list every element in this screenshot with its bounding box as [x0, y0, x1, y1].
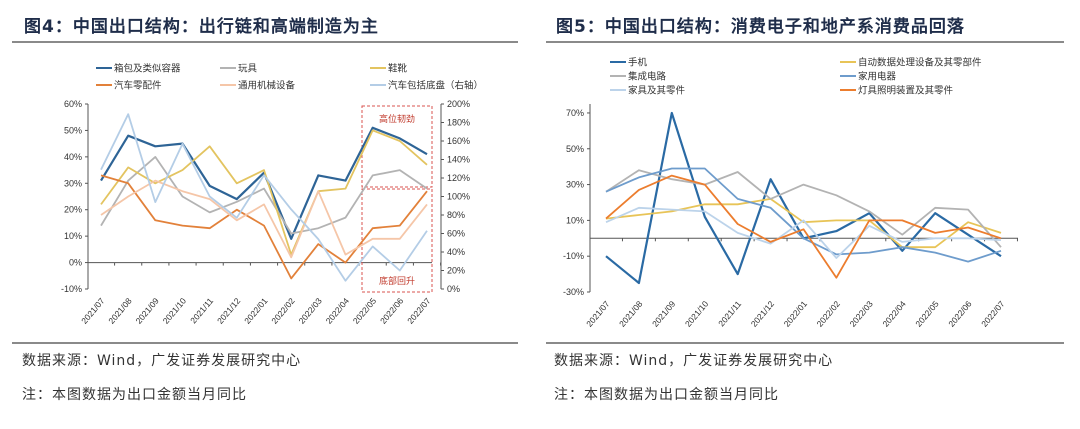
- y2-tick-label: 20%: [447, 266, 465, 276]
- y-tick-label: 70%: [566, 108, 584, 118]
- legend-label: 通用机械设备: [238, 80, 296, 92]
- y-tick-label: -10%: [61, 284, 82, 294]
- bottom-divider: [546, 342, 1064, 344]
- legend-label: 灯具照明装置及其零件: [858, 85, 954, 97]
- series-line-2: [605, 197, 1002, 249]
- legend-label: 汽车零配件: [114, 80, 162, 92]
- y2-tick-label: 40%: [447, 247, 465, 257]
- y-tick-label: 50%: [64, 125, 82, 135]
- legend-label: 汽车包括底盘（右轴）: [388, 80, 483, 92]
- x-tick-label: 2021/11: [716, 299, 743, 329]
- x-tick-label: 2021/10: [683, 299, 711, 329]
- x-tick-label: 2022/07: [405, 296, 433, 326]
- series-line-1: [605, 111, 1002, 285]
- figure-4-panel: 图4：中国出口结构：出行链和高端制造为主 数据来源：Wind，广发证券发展研究中…: [12, 17, 518, 403]
- y2-tick-label: 100%: [447, 192, 470, 202]
- series-line-3: [605, 169, 1002, 248]
- x-tick-label: 2021/10: [161, 296, 189, 326]
- y2-tick-label: 0%: [447, 284, 460, 294]
- note-text: 注：本图数据为出口金额当月同比: [554, 387, 779, 403]
- legend-label: 鞋靴: [388, 63, 408, 75]
- x-tick-label: 2021/12: [215, 296, 243, 326]
- y-tick-label: 50%: [566, 144, 584, 154]
- y-tick-label: 10%: [64, 231, 82, 241]
- legend-label: 集成电路: [628, 71, 667, 83]
- x-tick-label: 2022/03: [847, 299, 875, 329]
- x-tick-label: 2021/11: [188, 296, 215, 326]
- note-text: 注：本图数据为出口金额当月同比: [22, 387, 247, 403]
- title-divider: [12, 41, 518, 43]
- bottom-divider: [12, 342, 518, 344]
- x-tick-label: 2021/08: [106, 296, 134, 326]
- x-tick-label: 2022/04: [880, 299, 908, 329]
- x-tick-label: 2021/09: [133, 296, 161, 326]
- x-tick-label: 2022/06: [946, 299, 974, 329]
- series-line-6: [605, 174, 1002, 279]
- legend-label: 玩具: [238, 64, 258, 75]
- y-tick-label: 40%: [64, 152, 82, 162]
- y-tick-label: 20%: [64, 205, 82, 215]
- x-tick-label: 2022/02: [269, 296, 297, 326]
- series-line-3: [100, 129, 428, 256]
- annotation-label: 底部回升: [379, 275, 415, 286]
- y2-tick-label: 120%: [447, 173, 470, 183]
- source-text: 数据来源：Wind，广发证券发展研究中心: [554, 353, 834, 369]
- y2-tick-label: 140%: [447, 155, 470, 165]
- y2-tick-label: 80%: [447, 210, 465, 220]
- series-line-5: [100, 179, 428, 259]
- legend-label: 自动数据处理设备及其零部件: [858, 57, 982, 69]
- y2-tick-label: 160%: [447, 136, 470, 146]
- y-tick-label: -10%: [563, 251, 584, 261]
- x-tick-label: 2021/09: [650, 299, 678, 329]
- x-tick-label: 2022/05: [351, 296, 379, 326]
- x-tick-label: 2022/02: [815, 299, 843, 329]
- x-tick-label: 2021/07: [584, 299, 612, 329]
- series-line-2: [100, 155, 428, 235]
- annotation-label: 高位韧劲: [379, 113, 415, 124]
- annotation-box-bottom: [361, 188, 433, 293]
- x-tick-label: 2022/03: [296, 296, 324, 326]
- legend-label: 箱包及类似容器: [114, 63, 181, 75]
- legend-label: 家用电器: [858, 71, 897, 83]
- y-tick-label: 10%: [566, 215, 584, 225]
- x-tick-label: 2021/07: [79, 296, 107, 326]
- y-tick-label: 0%: [69, 258, 82, 268]
- title-divider: [546, 41, 1064, 43]
- x-tick-label: 2022/04: [324, 296, 352, 326]
- figure-title: 图4：中国出口结构：出行链和高端制造为主: [24, 17, 379, 37]
- y2-tick-label: 200%: [447, 99, 470, 109]
- x-tick-label: 2022/07: [979, 299, 1007, 329]
- y-tick-label: 60%: [64, 99, 82, 109]
- y-tick-label: -30%: [563, 287, 584, 297]
- source-text: 数据来源：Wind，广发证券发展研究中心: [22, 353, 302, 369]
- x-tick-label: 2022/01: [242, 296, 270, 326]
- y2-tick-label: 60%: [447, 229, 465, 239]
- x-tick-label: 2022/05: [913, 299, 941, 329]
- x-tick-label: 2022/01: [782, 299, 810, 329]
- figure-title: 图5：中国出口结构：消费电子和地产系消费品回落: [556, 17, 965, 37]
- x-tick-label: 2021/12: [749, 299, 777, 329]
- series-line-6: [100, 113, 428, 282]
- y-tick-label: 30%: [64, 178, 82, 188]
- legend-label: 家具及其零件: [628, 85, 686, 97]
- series-line-5: [605, 206, 1002, 259]
- legend-label: 手机: [628, 57, 648, 69]
- series-line-4: [100, 174, 428, 280]
- x-tick-label: 2022/06: [378, 296, 406, 326]
- x-tick-label: 2021/08: [617, 299, 645, 329]
- y-tick-label: 30%: [566, 180, 584, 190]
- y2-tick-label: 180%: [447, 118, 470, 128]
- series-line-4: [605, 167, 1002, 263]
